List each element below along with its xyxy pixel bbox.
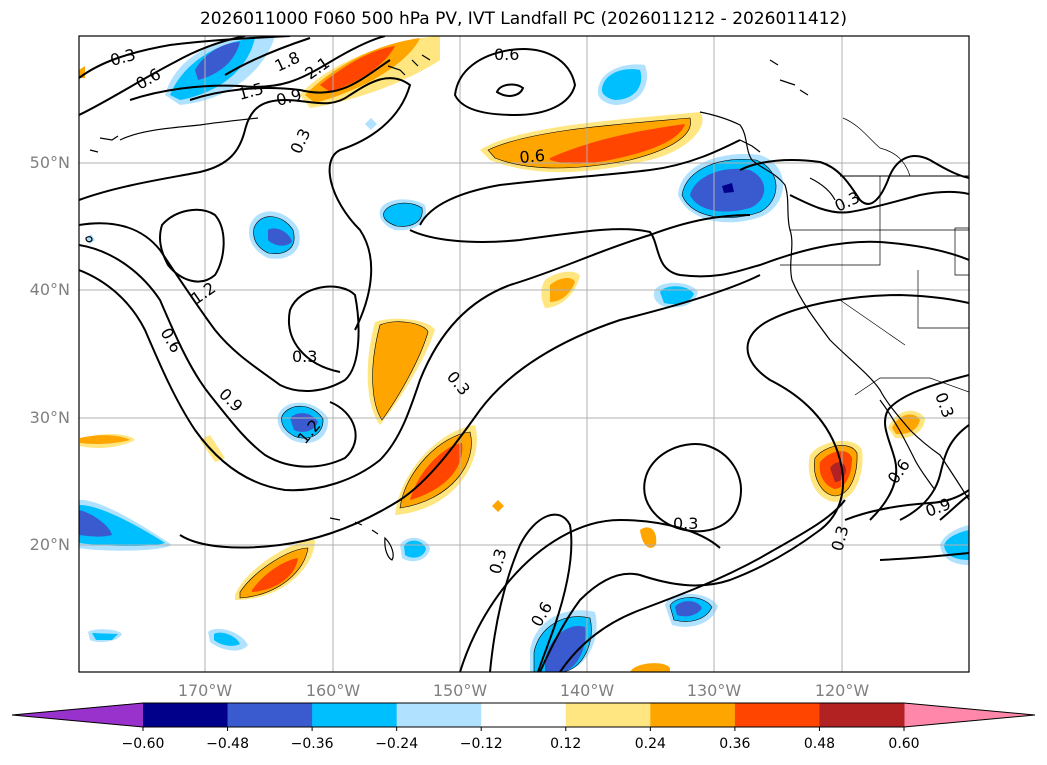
latitude-label: 30°N	[29, 408, 70, 427]
shaded-outlines	[239, 117, 858, 672]
longitude-label: 120°W	[814, 681, 870, 700]
contour-label: 0.6	[494, 45, 519, 64]
colorbar-tick-label: 0.36	[719, 736, 751, 752]
longitude-label: 140°W	[559, 681, 615, 700]
colorbar-extend-low	[12, 703, 143, 727]
colorbar-tick-label: 0.48	[803, 736, 836, 752]
contour-label: 0.3	[292, 347, 317, 366]
colorbar-cell	[227, 703, 313, 727]
longitude-label: 160°W	[305, 681, 361, 700]
negative-anomaly-fields	[79, 36, 969, 672]
latitude-label: 50°N	[29, 153, 70, 172]
positive-anomaly-fields	[79, 36, 925, 672]
colorbar-cell	[396, 703, 482, 727]
colorbar-tick-label: −0.12	[459, 736, 503, 752]
map-area: 0.3 0.6 1.5 1.8 2.1 0.9 0.3 0.6 0.6 0.3 …	[79, 36, 969, 672]
colorbar-tick-label: 0.60	[888, 736, 920, 752]
colorbar-cell	[650, 703, 736, 727]
map-background	[79, 36, 969, 672]
colorbar-tick-label: −0.36	[290, 736, 334, 752]
colorbar-tick-label: −0.24	[375, 736, 419, 752]
colorbar-tick-label: −0.60	[121, 736, 165, 752]
colorbar-cell	[734, 703, 820, 727]
colorbar	[11, 702, 1036, 731]
colorbar-extend-high	[904, 703, 1035, 727]
latitude-label: 40°N	[29, 280, 70, 299]
coastlines	[85, 54, 969, 561]
colorbar-cells	[143, 703, 905, 727]
contour-label: 0.6	[519, 146, 546, 167]
colorbar-cell	[565, 703, 651, 727]
colorbar-tick-label: 0.24	[634, 736, 666, 752]
longitude-label: 150°W	[432, 681, 488, 700]
colorbar-tick-label: 0.12	[550, 736, 582, 752]
latitude-label: 20°N	[29, 535, 70, 554]
colorbar-ticks	[142, 727, 905, 731]
longitude-label: 130°W	[686, 681, 742, 700]
contour-label: 0.3	[673, 514, 698, 533]
colorbar-cell	[481, 703, 567, 727]
map-frame	[78, 35, 970, 673]
longitude-label: 170°W	[177, 681, 233, 700]
pv-contours	[79, 36, 969, 672]
colorbar-tick-label: −0.48	[206, 736, 249, 752]
colorbar-cell	[143, 703, 229, 727]
colorbar-cell	[312, 703, 398, 727]
shaded-fields	[79, 36, 969, 672]
colorbar-cell	[819, 703, 905, 727]
map-title: 2026011000 F060 500 hPa PV, IVT Landfall…	[199, 9, 847, 29]
